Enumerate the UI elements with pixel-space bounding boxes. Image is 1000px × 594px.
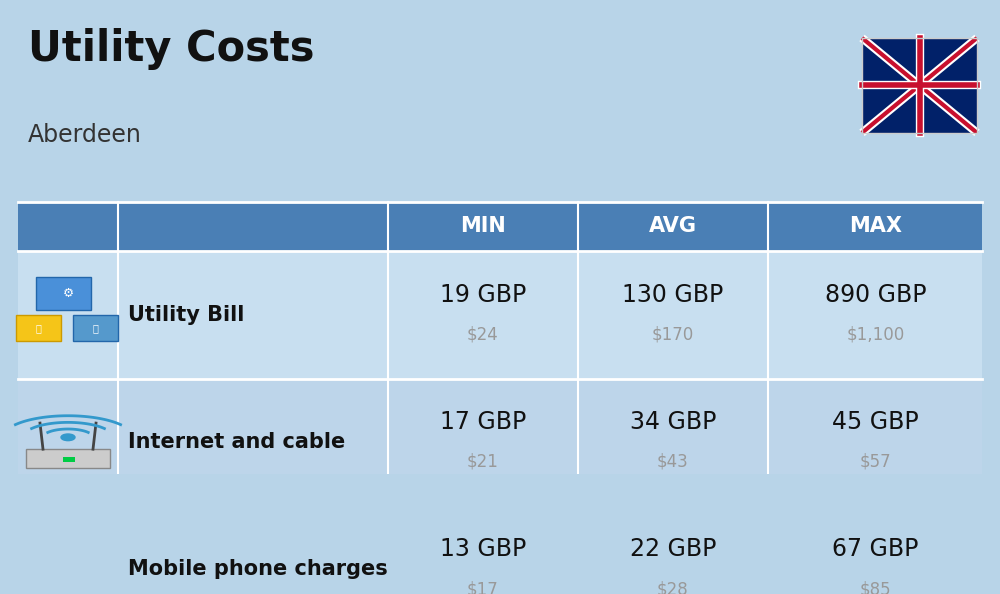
Text: $28: $28 — [657, 580, 689, 594]
Bar — [16, 315, 61, 341]
Bar — [63, 457, 75, 462]
Text: 13 GBP: 13 GBP — [440, 537, 526, 561]
Text: $21: $21 — [467, 453, 499, 471]
Text: $43: $43 — [657, 453, 689, 471]
Text: Utility Bill: Utility Bill — [128, 305, 244, 325]
Text: 45 GBP: 45 GBP — [832, 410, 919, 434]
Text: 34 GBP: 34 GBP — [630, 410, 716, 434]
Text: 17 GBP: 17 GBP — [440, 410, 526, 434]
Bar — [73, 315, 118, 341]
Bar — [18, 201, 982, 251]
Bar — [51, 571, 59, 575]
Bar — [36, 277, 91, 310]
Text: $170: $170 — [652, 326, 694, 344]
Text: $57: $57 — [860, 453, 891, 471]
Text: Internet and cable: Internet and cable — [128, 432, 345, 452]
Bar — [18, 378, 982, 505]
Bar — [75, 571, 83, 575]
Bar — [51, 580, 59, 583]
Bar — [18, 505, 982, 594]
Text: 67 GBP: 67 GBP — [832, 537, 919, 561]
Text: $24: $24 — [467, 326, 499, 344]
Text: $1,100: $1,100 — [846, 326, 905, 344]
Circle shape — [60, 588, 76, 594]
Text: Mobile phone charges: Mobile phone charges — [128, 559, 388, 579]
Text: Utility Costs: Utility Costs — [28, 29, 314, 71]
FancyBboxPatch shape — [37, 555, 99, 594]
Circle shape — [61, 434, 75, 441]
Bar — [26, 449, 110, 468]
Bar — [862, 38, 977, 133]
Bar — [51, 563, 59, 566]
Text: 890 GBP: 890 GBP — [825, 283, 926, 307]
Text: Aberdeen: Aberdeen — [28, 124, 142, 147]
Text: $17: $17 — [467, 580, 499, 594]
Bar — [63, 571, 71, 575]
Text: 19 GBP: 19 GBP — [440, 283, 526, 307]
Bar — [63, 563, 71, 566]
Text: 130 GBP: 130 GBP — [622, 283, 724, 307]
Text: MIN: MIN — [460, 216, 506, 236]
Text: AVG: AVG — [649, 216, 697, 236]
Bar — [50, 568, 86, 594]
Text: 💧: 💧 — [92, 323, 98, 333]
Bar — [63, 580, 71, 583]
Text: ⚙: ⚙ — [62, 287, 74, 299]
Bar — [18, 251, 982, 378]
Text: $85: $85 — [860, 580, 891, 594]
Bar — [862, 38, 977, 133]
Bar — [75, 563, 83, 566]
Text: 22 GBP: 22 GBP — [630, 537, 716, 561]
Text: 🔌: 🔌 — [35, 323, 41, 333]
Text: MAX: MAX — [849, 216, 902, 236]
